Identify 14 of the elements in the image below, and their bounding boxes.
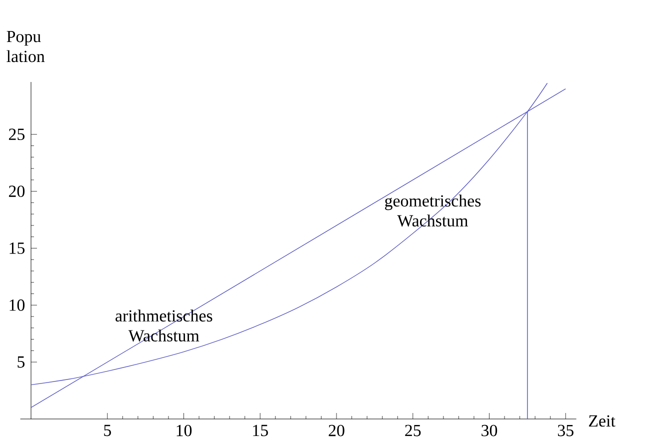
x-tick-label: 25 [405, 424, 421, 436]
y-tick-label: 25 [8, 128, 25, 140]
x-tick-label: 15 [253, 424, 268, 436]
y-axis-title: Popu lation [6, 30, 45, 62]
x-axis-title: Zeit [588, 415, 616, 427]
y-tick-label: 5 [18, 356, 25, 368]
x-tick-label: 35 [558, 424, 574, 436]
y-tick-label: 15 [10, 242, 25, 254]
x-tick-label: 30 [482, 424, 498, 436]
x-tick-label: 10 [176, 424, 192, 436]
x-tick-label: 5 [104, 424, 111, 436]
x-tick-label: 20 [328, 424, 344, 436]
y-tick-label: 10 [10, 299, 25, 311]
y-tick-label: 20 [8, 186, 25, 198]
